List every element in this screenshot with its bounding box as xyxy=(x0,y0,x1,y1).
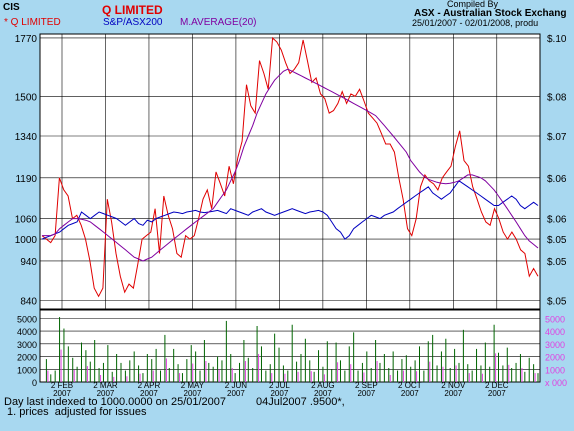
x-tick-label: 2 AUG 2007 xyxy=(311,381,335,398)
security-name: Q LIMITED xyxy=(102,3,163,17)
x-tick-label: 2 SEP 2007 xyxy=(355,381,378,398)
volume-left-axis: 5000 4000 3000 2000 1000 0 xyxy=(17,314,37,388)
price-series-group xyxy=(41,36,539,298)
volume-right-axis: 5000 4000 3000 2000 1000 x 000 xyxy=(545,314,567,388)
x-tick-label: 2 JUL 2007 xyxy=(269,381,290,398)
right-tick-label: $.07 xyxy=(547,132,567,143)
volume-left-tick: 4000 xyxy=(17,327,37,337)
date-range: 25/01/2007 - 02/01/2008, produ xyxy=(412,18,538,28)
left-axis: 1770 1500 1340 1190 1060 1000 940 840 xyxy=(15,34,38,308)
left-tick-label: 1500 xyxy=(15,92,38,103)
right-tick-label: $.06 xyxy=(547,215,567,226)
x-tick-label: 2 MAR 2007 xyxy=(93,381,118,398)
footer-line-1: Day last indexed to 1000.0000 on 25/01/2… xyxy=(4,396,345,408)
right-tick-label: $.06 xyxy=(547,174,567,185)
volume-right-tick: 5000 xyxy=(545,314,565,324)
volume-panel xyxy=(39,309,541,383)
right-tick-label: $.08 xyxy=(547,92,567,103)
right-tick-label: $.05 xyxy=(547,257,567,268)
price-panel xyxy=(39,33,541,310)
volume-right-tick: 1000 xyxy=(545,365,565,375)
left-tick-label: 1340 xyxy=(15,132,38,143)
price-grid xyxy=(40,34,540,309)
volume-right-tick: 2000 xyxy=(545,353,565,363)
series-line-2 xyxy=(42,68,539,262)
corner-label: CIS xyxy=(3,2,20,13)
right-tick-label: $.05 xyxy=(547,297,567,308)
left-tick-label: 1770 xyxy=(15,34,38,45)
volume-left-tick: 5000 xyxy=(17,314,37,324)
right-axis: $.10 $.08 $.07 $.06 $.06 $.05 $.05 $.05 xyxy=(547,34,567,308)
left-tick-label: 1060 xyxy=(15,215,38,226)
footer-issue-note: 04Jul2007 .9500*, xyxy=(256,396,345,408)
legend-item-q-limited: * Q LIMITED xyxy=(4,17,61,28)
volume-bars xyxy=(45,317,539,382)
compiled-by: Compiled By xyxy=(447,0,499,9)
footer-index-note: Day last indexed to 1000.0000 on 25/01/2… xyxy=(4,396,227,408)
series-line-1 xyxy=(41,180,539,240)
x-tick-label: 2 DEC 2007 xyxy=(485,381,509,398)
volume-right-tick: x 000 xyxy=(545,378,567,388)
volume-grid xyxy=(40,318,540,383)
left-tick-label: 940 xyxy=(20,257,37,268)
volume-right-tick: 4000 xyxy=(545,327,565,337)
x-axis: 2 FEB 2007 2 MAR 2007 2 APR 2007 2 MAY 2007 2 JU… xyxy=(51,381,509,398)
volume-right-tick: 3000 xyxy=(545,340,565,350)
x-tick-label: 2 OCT 2007 xyxy=(398,381,422,398)
x-tick-label: 2 JUN 2007 xyxy=(225,381,247,398)
legend-item-moving-average: M.AVERAGE(20) xyxy=(180,17,257,28)
volume-left-tick: 3000 xyxy=(17,340,37,350)
legend-item-asx200: S&P/ASX200 xyxy=(103,17,163,28)
volume-left-tick: 0 xyxy=(32,378,37,388)
x-tick-label: 2 NOV 2007 xyxy=(441,381,466,398)
series-line-0 xyxy=(41,36,539,298)
x-tick-label: 2 APR 2007 xyxy=(138,381,161,398)
x-tick-label: 2 FEB 2007 xyxy=(51,381,73,398)
exchange-name: ASX - Australian Stock Exchang xyxy=(414,8,566,19)
left-tick-label: 840 xyxy=(20,297,37,308)
left-tick-label: 1000 xyxy=(15,235,38,246)
volume-left-tick: 1000 xyxy=(17,365,37,375)
right-tick-label: $.10 xyxy=(547,34,567,45)
volume-left-tick: 2000 xyxy=(17,353,37,363)
x-tick-label: 2 MAY 2007 xyxy=(181,381,205,398)
right-tick-label: $.05 xyxy=(547,235,567,246)
left-tick-label: 1190 xyxy=(15,174,37,185)
footer-line-2: 1. prices adjusted for issues xyxy=(4,406,147,418)
